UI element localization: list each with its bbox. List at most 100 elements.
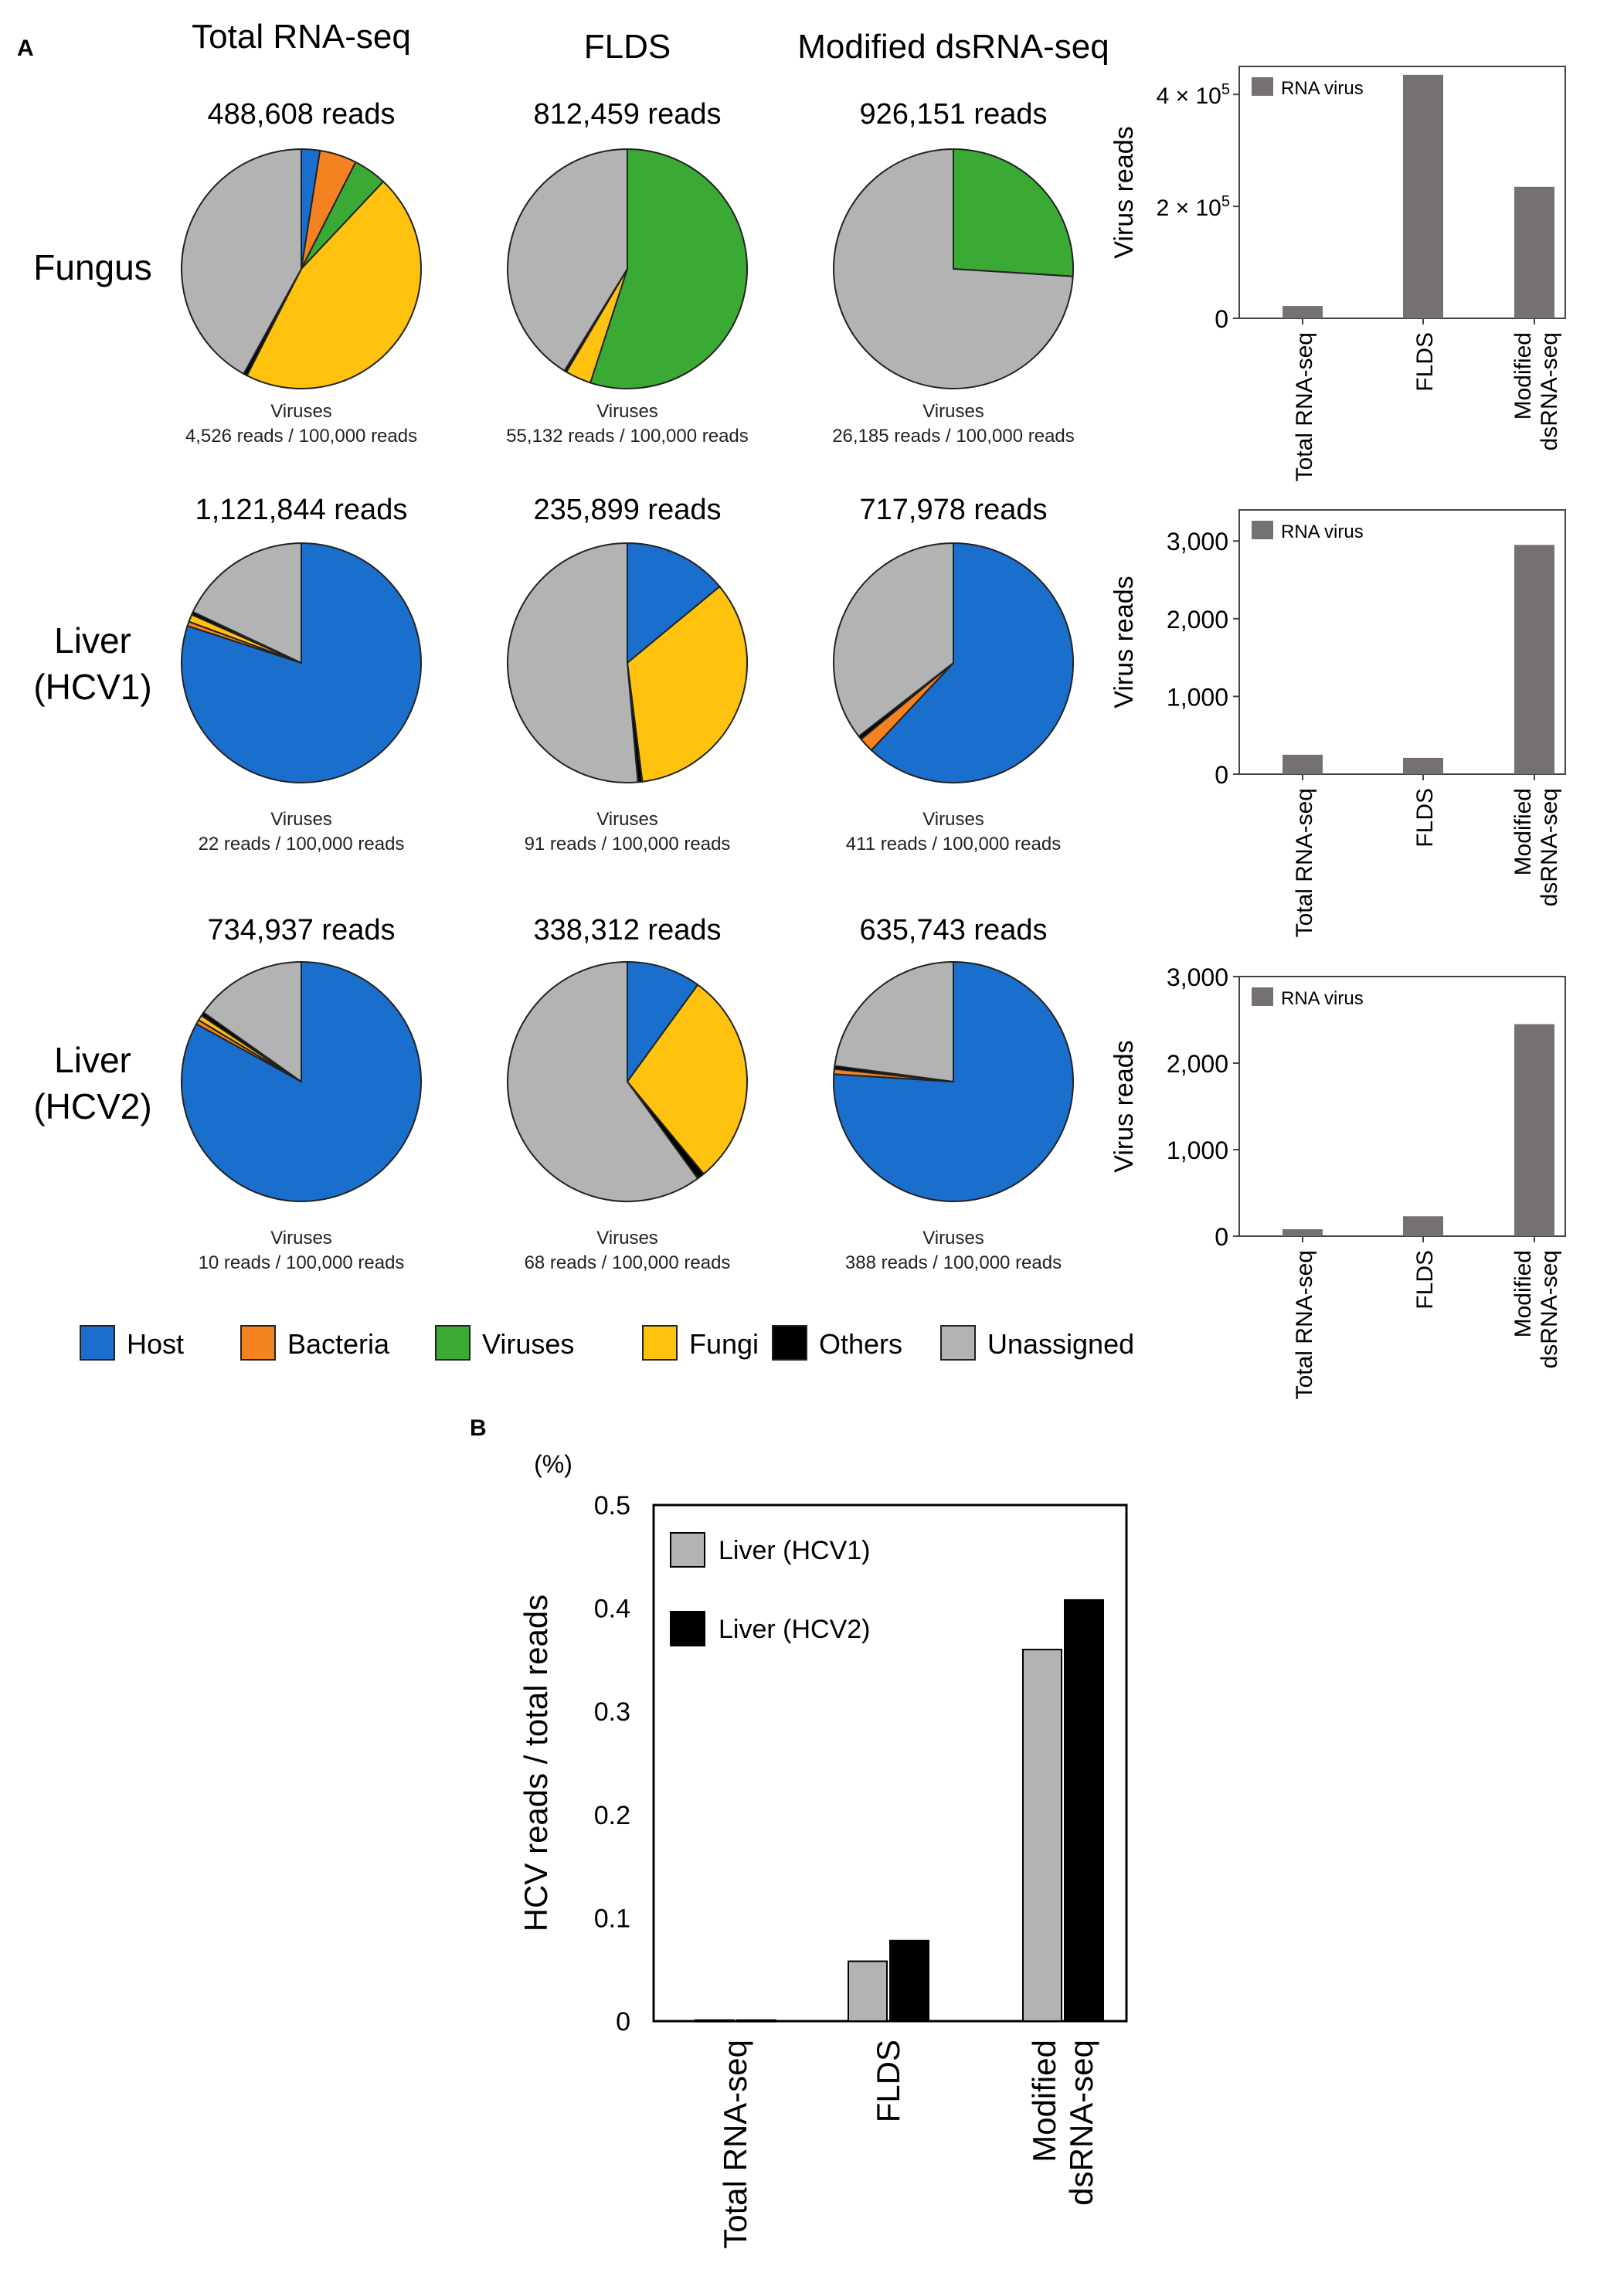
virus-read-rate: 55,132 reads / 100,000 reads (506, 426, 749, 447)
bar-modified-dsrna-seq (1514, 1024, 1554, 1236)
pie-slice-fungi (246, 180, 422, 390)
legend-swatch-others (772, 1325, 807, 1361)
pie-slice-unassigned (507, 148, 628, 372)
pie-read-count: 734,937 reads (208, 914, 396, 946)
legend-label-viruses: Viruses (482, 1328, 574, 1360)
legend-label-rna-virus: RNA virus (1281, 988, 1364, 1009)
legend-label-others: Others (819, 1328, 902, 1360)
bar-total-rna-seq (1283, 306, 1323, 318)
hcv-ratio-chart: 0 0.1 0.2 0.3 0.4 0.5 (%) HCV reads / total rea… (518, 1450, 1128, 2249)
y-tick-label: 0 (1215, 761, 1228, 789)
pie-read-count: 235,899 reads (534, 494, 722, 526)
row-label: (HCV1) (33, 667, 151, 707)
pie-slice-viruses (953, 148, 1074, 277)
x-tick-label: FLDS (1412, 332, 1438, 392)
y-tick-label: 0.5 (594, 1491, 630, 1520)
virus-read-rate: 22 reads / 100,000 reads (199, 834, 405, 855)
pie-read-count: 488,608 reads (208, 98, 396, 131)
pie-read-count: 338,312 reads (534, 914, 722, 946)
virus-read-rate: 68 reads / 100,000 reads (525, 1252, 731, 1273)
virus-read-rate: 388 reads / 100,000 reads (845, 1252, 1062, 1273)
panel-b-label: B (470, 1415, 487, 1441)
legend-label-unassigned: Unassigned (987, 1328, 1134, 1360)
y-axis-label: HCV reads / total reads (518, 1595, 554, 1932)
legend-label-hcv1: Liver (HCV1) (719, 1536, 870, 1565)
viruses-caption: Viruses (922, 809, 984, 830)
bar-modified-dsrna-seq (1514, 545, 1554, 774)
y-tick-label: 0.1 (594, 1904, 630, 1933)
method-header-modified: Modified dsRNA-seq (797, 28, 1109, 66)
y-tick-label: 3,000 (1167, 963, 1228, 991)
bar-hcv2-total-rna-seq (736, 2019, 776, 2023)
pie-slice-host (627, 960, 699, 1085)
legend-swatch-hcv1 (670, 1532, 705, 1568)
legend-swatch-bacteria (240, 1325, 276, 1361)
bar-flds (1403, 1216, 1443, 1236)
chart-frame (1238, 976, 1566, 1237)
virus-bar-chart-virus-bar-hcv1: 0 1,000 2,000 3,000 Virus reads RNA virus Tota… (1109, 509, 1566, 937)
bar-hcv1-flds (848, 1960, 888, 2022)
legend-swatch-host (80, 1325, 115, 1361)
pie-read-count: 812,459 reads (534, 98, 722, 131)
legend-swatch-unassigned (940, 1325, 976, 1361)
legend-label-host: Host (127, 1328, 184, 1360)
legend-label-bacteria: Bacteria (287, 1328, 390, 1360)
viruses-caption: Viruses (596, 809, 658, 830)
pie-slice-unassigned (833, 542, 954, 738)
pie-slice-fungi (626, 984, 748, 1175)
y-tick-label: 0.2 (594, 1801, 630, 1830)
method-header-total: Total RNA-seq (192, 18, 411, 56)
bar-hcv2-modified-dsrna-seq (1064, 1599, 1104, 2023)
x-tick-label: Total RNA-seq (1292, 788, 1317, 937)
x-tick-label: Modified (1510, 1250, 1536, 1337)
y-tick-exponent: 5 (1221, 193, 1230, 210)
row-label: Fungus (33, 247, 151, 287)
x-tick-label: FLDS (1412, 788, 1438, 848)
viruses-caption: Viruses (270, 401, 332, 422)
bar-total-rna-seq (1283, 754, 1323, 774)
x-tick-label: Total RNA-seq (1292, 1250, 1317, 1399)
y-tick-exponent: 5 (1221, 81, 1230, 98)
pie-slice-viruses (589, 148, 748, 389)
pie-chart-grid: Fungus 488,608 reads Viruses 4,526 reads / … (33, 98, 1075, 1273)
viruses-caption: Viruses (596, 401, 658, 422)
row-label: (HCV2) (33, 1086, 151, 1126)
viruses-caption: Viruses (596, 1228, 658, 1249)
y-tick-label: 1,000 (1167, 1137, 1228, 1164)
y-tick-base: 2 × 10 (1157, 195, 1221, 221)
y-tick-label: 2,000 (1167, 1050, 1228, 1078)
y-tick-label: 0 (1215, 305, 1228, 333)
pie-read-count: 1,121,844 reads (195, 494, 408, 526)
bar-modified-dsrna-seq (1514, 186, 1554, 318)
bar-hcv1-modified-dsrna-seq (1022, 1649, 1062, 2023)
x-tick-label: Total RNA-seq (717, 2040, 753, 2249)
y-unit-label: (%) (534, 1450, 572, 1478)
pie-slice-host (627, 542, 721, 665)
x-tick-label: dsRNA-seq (1537, 1250, 1562, 1368)
viruses-caption: Viruses (922, 1228, 984, 1249)
bar-hcv1-total-rna-seq (695, 2019, 735, 2023)
virus-read-rate: 26,185 reads / 100,000 reads (832, 426, 1075, 447)
pie-slice-unassigned (202, 960, 302, 1083)
bar-hcv2-flds (889, 1939, 929, 2022)
y-tick-label: 3,000 (1167, 528, 1228, 556)
virus-read-rate: 4,526 reads / 100,000 reads (185, 426, 417, 447)
bar-flds (1403, 74, 1443, 318)
x-tick-label: dsRNA-seq (1063, 2040, 1099, 2206)
pie-slice-unassigned (507, 960, 699, 1202)
virus-read-rate: 10 reads / 100,000 reads (199, 1252, 405, 1273)
pie-slice-fungi (626, 585, 748, 783)
x-tick-label: dsRNA-seq (1537, 788, 1562, 906)
bar-flds (1403, 757, 1443, 774)
panel-a-label: A (17, 36, 34, 61)
category-legend: Host Bacteria Viruses Fungi Others Unassigned (80, 1325, 1134, 1361)
x-tick-label: FLDS (1412, 1250, 1438, 1310)
legend-label-fungi: Fungi (689, 1328, 759, 1360)
pie-slice-host (870, 542, 1074, 783)
legend-swatch-fungi (642, 1325, 678, 1361)
row-label: Liver (54, 1040, 131, 1080)
y-axis-label: Virus reads (1109, 576, 1139, 708)
y-tick-label: 1,000 (1167, 683, 1228, 711)
